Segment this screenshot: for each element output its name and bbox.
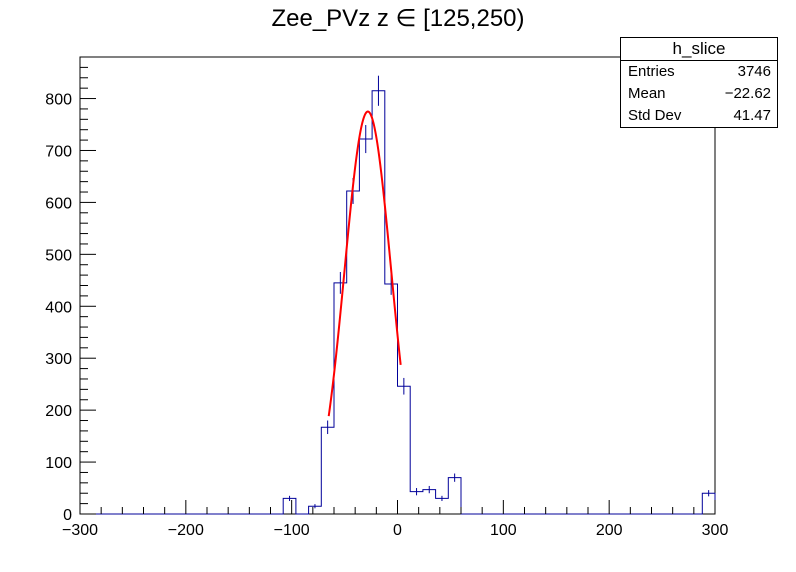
stats-label: Std Dev	[628, 107, 682, 124]
error-bars	[289, 75, 710, 509]
chart-title: Zee_PVz z ∈ [125,250)	[271, 5, 525, 32]
stats-box: h_slice Entries 3746 Mean −22.62 Std Dev…	[620, 37, 778, 128]
histogram-outline	[80, 90, 716, 515]
stats-label: Entries	[628, 63, 675, 80]
stats-row-mean: Mean −22.62	[621, 83, 777, 105]
x-axis: −300 −200 −100 0 100 200 300	[62, 500, 728, 539]
x-tick-label: 100	[490, 522, 517, 539]
stats-row-entries: Entries 3746	[621, 61, 777, 83]
stats-label: Mean	[628, 85, 666, 102]
gaussian-fit-line	[327, 110, 402, 417]
x-tick-label: −300	[62, 522, 98, 539]
x-tick-label: 0	[393, 522, 402, 539]
y-tick-label: 100	[45, 455, 72, 472]
y-axis: 0 100 200 300 400 500 600 700 800	[45, 56, 96, 524]
stats-value: 3746	[737, 63, 771, 80]
x-tick-label: −200	[168, 522, 204, 539]
stats-box-title: h_slice	[621, 38, 777, 61]
y-tick-label: 800	[45, 92, 72, 109]
histogram-bars	[80, 90, 716, 515]
x-tick-label: 300	[702, 522, 729, 539]
y-tick-label: 200	[45, 403, 72, 420]
y-tick-label: 600	[45, 195, 72, 212]
y-tick-label: 700	[45, 143, 72, 160]
stats-row-stddev: Std Dev 41.47	[621, 105, 777, 127]
y-tick-label: 300	[45, 351, 72, 368]
y-tick-label: 400	[45, 299, 72, 316]
y-tick-label: 500	[45, 247, 72, 264]
y-tick-label: 0	[63, 507, 72, 524]
x-tick-label: −100	[274, 522, 310, 539]
x-tick-label: 200	[596, 522, 623, 539]
stats-value: 41.47	[733, 107, 771, 124]
stats-value: −22.62	[724, 85, 771, 102]
fit-curve	[327, 110, 402, 417]
